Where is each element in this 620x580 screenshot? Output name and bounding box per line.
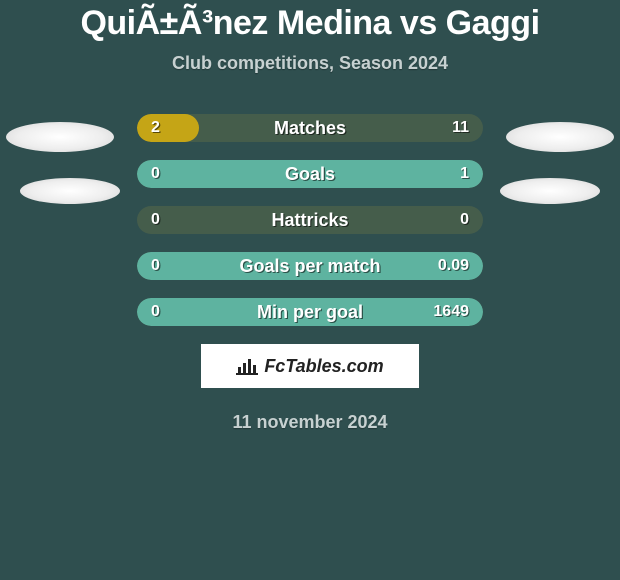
stat-row: Hattricks0 0 [137, 206, 483, 234]
stat-value-right: 0 [460, 206, 469, 234]
stat-row: Goals per match0 0.09 [137, 252, 483, 280]
stat-row: Min per goal0 1649 [137, 298, 483, 326]
infographic-root: QuiÃ±Ã³nez Medina vs Gaggi Club competit… [0, 0, 620, 580]
stat-label: Hattricks [137, 206, 483, 234]
stat-value-left: 0 [151, 298, 160, 326]
stats-panel: Matches211Goals01Hattricks00Goals per ma… [0, 114, 620, 326]
page-title: QuiÃ±Ã³nez Medina vs Gaggi [0, 0, 620, 43]
stat-value-left: 0 [151, 206, 160, 234]
badge-text: FcTables.com [264, 356, 383, 377]
page-subtitle: Club competitions, Season 2024 [0, 53, 620, 74]
bar-chart-icon [236, 357, 258, 375]
stat-value-right: 11 [452, 114, 469, 142]
stat-label: Min per goal [137, 298, 483, 326]
stat-value-left: 0 [151, 160, 160, 188]
date-text: 11 november 2024 [0, 412, 620, 433]
stat-label: Goals [137, 160, 483, 188]
stat-label: Matches [137, 114, 483, 142]
stat-label: Goals per match [137, 252, 483, 280]
stat-row: Goals0 1 [137, 160, 483, 188]
fctables-badge: FcTables.com [201, 344, 419, 388]
stat-row: Matches2 11 [137, 114, 483, 142]
stat-value-left: 0 [151, 252, 160, 280]
stat-value-right: 0.09 [438, 252, 469, 280]
stat-value-left: 2 [151, 114, 160, 142]
stat-value-right: 1 [460, 160, 469, 188]
stat-value-right: 1649 [433, 298, 469, 326]
